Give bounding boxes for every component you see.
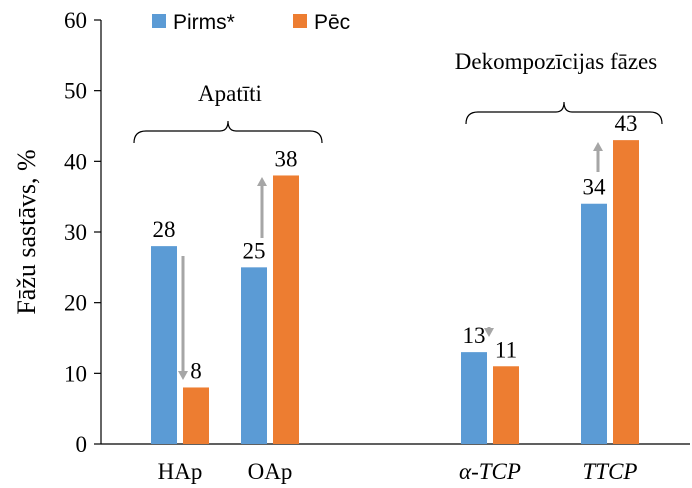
legend-label: Pēc — [314, 11, 350, 34]
legend-swatch — [152, 14, 166, 28]
legend-label: Pirms* — [173, 11, 235, 34]
y-tick-label: 20 — [64, 291, 87, 316]
y-tick-label: 0 — [76, 432, 88, 457]
y-tick-label: 40 — [64, 149, 87, 174]
y-tick-label: 50 — [64, 79, 87, 104]
bar-pec — [493, 366, 519, 444]
x-tick-label: OAp — [248, 459, 293, 484]
legend-item: Pēc — [293, 11, 350, 34]
bar-pirms — [151, 246, 177, 444]
y-tick-label: 60 — [64, 8, 87, 33]
data-label: 28 — [153, 217, 176, 242]
y-tick-label: 10 — [64, 361, 87, 386]
x-tick-label: HAp — [158, 459, 203, 484]
data-label: 34 — [583, 175, 607, 200]
group-brace-dekompozicijas — [465, 101, 663, 125]
y-tick-label: 30 — [64, 220, 87, 245]
legend-item: Pirms* — [152, 11, 235, 34]
x-tick-label: α-TCP — [459, 459, 521, 484]
data-label: 43 — [615, 111, 638, 136]
change-arrow-down — [178, 256, 188, 380]
legend-swatch — [293, 14, 307, 28]
data-label: 25 — [243, 238, 266, 263]
bar-pirms — [241, 267, 267, 444]
change-arrow-down — [484, 327, 494, 337]
bar-pirms — [581, 203, 607, 444]
bar-pec — [273, 175, 299, 444]
bar-pirms — [461, 352, 487, 444]
data-label: 11 — [495, 337, 517, 362]
group-brace-apatiti — [133, 120, 323, 144]
group-label: Dekompozīcijas fāzes — [455, 49, 657, 74]
x-tick-label: TTCP — [583, 459, 638, 484]
data-label: 8 — [190, 358, 202, 383]
data-label: 13 — [463, 323, 486, 348]
group-label: Apatīti — [198, 81, 262, 106]
change-arrow-up — [257, 177, 267, 238]
bar-pec — [613, 140, 639, 444]
data-label: 38 — [275, 146, 298, 171]
bar-pec — [183, 387, 209, 444]
change-arrow-up — [593, 142, 603, 172]
y-axis-label: Fāžu sastāvs, % — [12, 149, 41, 314]
